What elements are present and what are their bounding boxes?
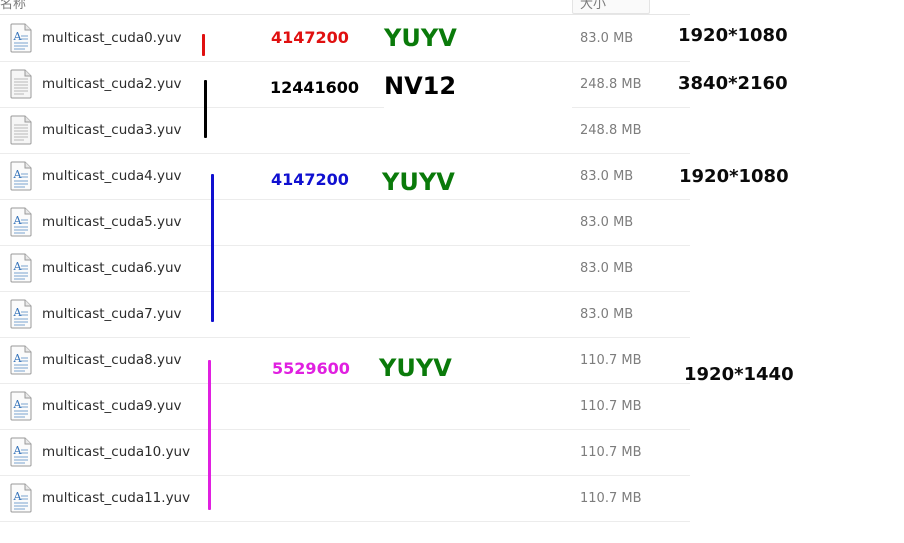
size-column-header-cell[interactable] bbox=[572, 0, 650, 14]
file-size: 83.0 MB bbox=[580, 215, 634, 230]
header-divider bbox=[0, 14, 690, 15]
group2-bracket bbox=[204, 80, 207, 138]
group2-byte-count: 12441600 bbox=[270, 78, 360, 97]
text-document-icon: A bbox=[10, 483, 32, 513]
file-row-cuda0[interactable]: A multicast_cuda0.yuv 83.0 MB bbox=[0, 16, 690, 62]
group3-format: YUYV bbox=[382, 168, 455, 196]
row-divider bbox=[0, 429, 690, 430]
text-document-icon: A bbox=[10, 437, 32, 467]
text-document-icon: A bbox=[10, 23, 32, 53]
svg-text:A: A bbox=[13, 444, 23, 457]
file-row-cuda5[interactable]: A multicast_cuda5.yuv 83.0 MB bbox=[0, 200, 690, 246]
row-divider bbox=[0, 337, 690, 338]
row-divider bbox=[0, 199, 690, 200]
group3-resolution: 1920*1080 bbox=[679, 166, 789, 187]
group2-format: NV12 bbox=[384, 72, 457, 100]
row-divider bbox=[0, 291, 690, 292]
row-divider bbox=[0, 521, 690, 522]
svg-text:A: A bbox=[13, 306, 23, 319]
group3-bracket bbox=[211, 174, 214, 322]
svg-text:A: A bbox=[13, 398, 23, 411]
file-name: multicast_cuda7.yuv bbox=[42, 306, 182, 322]
group1-format: YUYV bbox=[384, 24, 457, 52]
svg-text:A: A bbox=[13, 30, 23, 43]
file-name: multicast_cuda3.yuv bbox=[42, 122, 182, 138]
text-document-icon: A bbox=[10, 207, 32, 237]
file-row-cuda2[interactable]: multicast_cuda2.yuv 248.8 MB bbox=[0, 62, 690, 108]
group3-byte-count: 4147200 bbox=[271, 170, 349, 189]
file-size: 110.7 MB bbox=[580, 353, 642, 368]
svg-text:A: A bbox=[13, 214, 23, 227]
file-size: 110.7 MB bbox=[580, 445, 642, 460]
svg-text:A: A bbox=[13, 260, 23, 273]
file-row-cuda4[interactable]: A multicast_cuda4.yuv 83.0 MB bbox=[0, 154, 690, 200]
text-document-icon: A bbox=[10, 161, 32, 191]
row-divider bbox=[0, 383, 690, 384]
plain-document-icon bbox=[10, 69, 32, 99]
group1-byte-count: 4147200 bbox=[271, 28, 349, 47]
file-size: 248.8 MB bbox=[580, 123, 642, 138]
group1-resolution: 1920*1080 bbox=[678, 25, 788, 46]
file-row-cuda6[interactable]: A multicast_cuda6.yuv 83.0 MB bbox=[0, 246, 690, 292]
row-divider bbox=[0, 153, 690, 154]
svg-text:A: A bbox=[13, 490, 23, 503]
plain-document-icon bbox=[10, 115, 32, 145]
file-row-cuda3[interactable]: multicast_cuda3.yuv 248.8 MB bbox=[0, 108, 690, 154]
file-name: multicast_cuda2.yuv bbox=[42, 76, 182, 92]
file-name: multicast_cuda0.yuv bbox=[42, 30, 182, 46]
file-size: 110.7 MB bbox=[580, 399, 642, 414]
file-size: 83.0 MB bbox=[580, 307, 634, 322]
group4-resolution: 1920*1440 bbox=[684, 364, 794, 385]
file-name: multicast_cuda6.yuv bbox=[42, 260, 182, 276]
file-size: 248.8 MB bbox=[580, 77, 642, 92]
text-document-icon: A bbox=[10, 299, 32, 329]
file-row-cuda11[interactable]: A multicast_cuda11.yuv 110.7 MB bbox=[0, 476, 690, 522]
file-size: 110.7 MB bbox=[580, 491, 642, 506]
group4-byte-count: 5529600 bbox=[272, 359, 350, 378]
text-document-icon: A bbox=[10, 391, 32, 421]
file-row-cuda10[interactable]: A multicast_cuda10.yuv 110.7 MB bbox=[0, 430, 690, 476]
file-row-cuda8[interactable]: A multicast_cuda8.yuv 110.7 MB bbox=[0, 338, 690, 384]
file-name: multicast_cuda9.yuv bbox=[42, 398, 182, 414]
file-size: 83.0 MB bbox=[580, 261, 634, 276]
file-size: 83.0 MB bbox=[580, 169, 634, 184]
name-column-header[interactable]: 名称 bbox=[0, 0, 27, 12]
row-divider bbox=[0, 107, 384, 108]
text-document-icon: A bbox=[10, 253, 32, 283]
file-row-cuda9[interactable]: A multicast_cuda9.yuv 110.7 MB bbox=[0, 384, 690, 430]
text-document-icon: A bbox=[10, 345, 32, 375]
row-divider bbox=[0, 245, 690, 246]
row-divider bbox=[0, 475, 690, 476]
file-name: multicast_cuda5.yuv bbox=[42, 214, 182, 230]
file-row-cuda7[interactable]: A multicast_cuda7.yuv 83.0 MB bbox=[0, 292, 690, 338]
file-name: multicast_cuda4.yuv bbox=[42, 168, 182, 184]
group4-format: YUYV bbox=[379, 354, 452, 382]
file-name: multicast_cuda8.yuv bbox=[42, 352, 182, 368]
group1-bracket bbox=[202, 34, 205, 56]
file-size: 83.0 MB bbox=[580, 31, 634, 46]
size-column-header[interactable]: 大小 bbox=[580, 0, 607, 12]
group4-bracket bbox=[208, 360, 211, 510]
row-divider bbox=[0, 61, 690, 62]
file-name: multicast_cuda11.yuv bbox=[42, 490, 191, 506]
group2-resolution: 3840*2160 bbox=[678, 73, 788, 94]
file-name: multicast_cuda10.yuv bbox=[42, 444, 191, 460]
row-divider bbox=[572, 107, 690, 108]
svg-text:A: A bbox=[13, 352, 23, 365]
svg-text:A: A bbox=[13, 168, 23, 181]
